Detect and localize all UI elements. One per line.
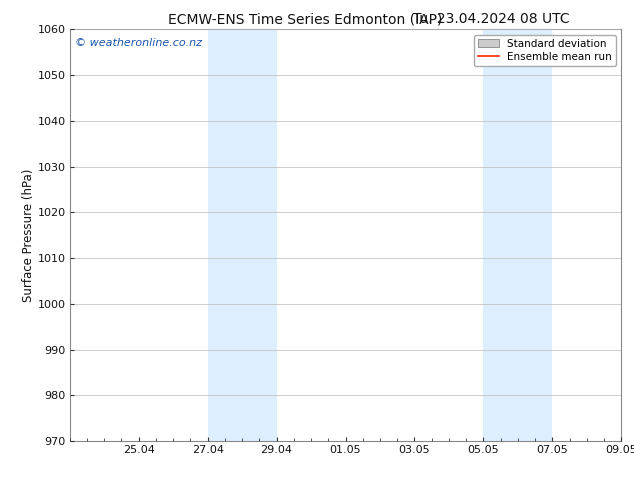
Bar bbox=[207, 29, 276, 441]
Text: Tu. 23.04.2024 08 UTC: Tu. 23.04.2024 08 UTC bbox=[413, 12, 570, 26]
Legend: Standard deviation, Ensemble mean run: Standard deviation, Ensemble mean run bbox=[474, 35, 616, 66]
Text: ECMW-ENS Time Series Edmonton (IAP): ECMW-ENS Time Series Edmonton (IAP) bbox=[167, 12, 442, 26]
Y-axis label: Surface Pressure (hPa): Surface Pressure (hPa) bbox=[22, 169, 35, 302]
Text: © weatheronline.co.nz: © weatheronline.co.nz bbox=[75, 38, 202, 48]
Bar bbox=[483, 29, 552, 441]
Title: ECMW-ENS Time Series Edmonton (IAP)        Tu. 23.04.2024 08 UTC: ECMW-ENS Time Series Edmonton (IAP) Tu. … bbox=[0, 489, 1, 490]
